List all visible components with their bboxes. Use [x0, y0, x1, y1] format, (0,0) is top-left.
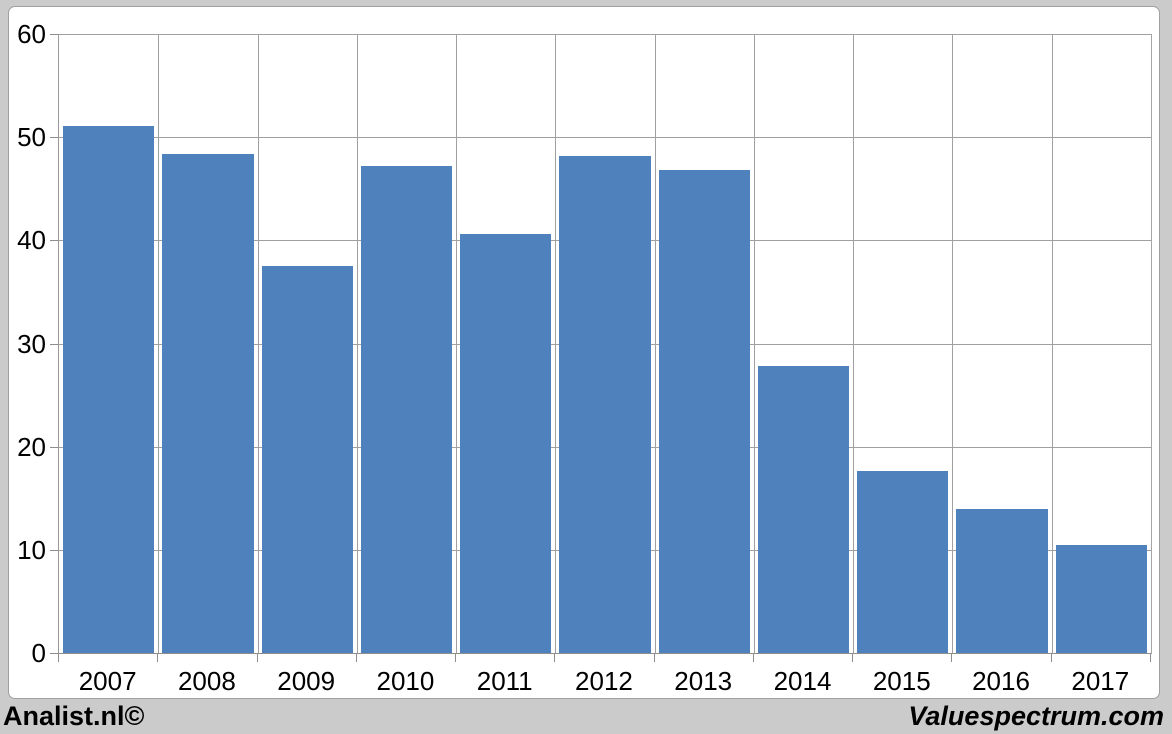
category-2008 — [158, 34, 257, 653]
x-tick-1 — [157, 654, 159, 662]
x-tick-label-2009: 2009 — [277, 666, 336, 696]
bar-2008 — [162, 153, 254, 653]
gridline-y-60 — [59, 34, 1151, 35]
category-2014 — [754, 34, 853, 653]
x-tick-label-2011: 2011 — [476, 666, 533, 696]
bar-series — [59, 34, 1151, 653]
category-2011 — [456, 34, 555, 653]
gridline-x-4 — [456, 34, 458, 653]
y-tick-20 — [50, 446, 58, 448]
y-tick-40 — [50, 240, 58, 242]
gridline-x-8 — [853, 34, 855, 653]
bar-2017 — [1055, 544, 1147, 653]
bar-2015 — [857, 471, 949, 653]
x-tick-10 — [1050, 654, 1052, 662]
watermark-bar: Analist.nl© Valuespectrum.com — [0, 700, 1172, 734]
bar-2014 — [757, 366, 850, 653]
category-2007 — [59, 34, 158, 653]
y-tick-0 — [50, 653, 58, 654]
gridline-x-9 — [952, 34, 954, 653]
x-tick-0 — [58, 654, 59, 662]
y-tick-50 — [50, 137, 58, 139]
category-2013 — [655, 34, 754, 653]
x-tick-2 — [256, 654, 258, 662]
gridline-x-2 — [257, 34, 259, 653]
bar-2011 — [460, 234, 552, 653]
analist-watermark: Analist.nl© — [3, 700, 145, 731]
gridline-y-50 — [59, 137, 1151, 139]
x-tick-label-2007: 2007 — [78, 666, 137, 696]
bar-2009 — [261, 266, 353, 653]
bar-2007 — [62, 125, 155, 653]
y-tick-label-10: 10 — [17, 534, 46, 565]
y-tick-label-0: 0 — [31, 638, 46, 668]
chart-frame: 0 10 20 30 40 50 60 2007 2008 2009 2010 2011 2012 20… — [8, 6, 1160, 699]
category-2009 — [258, 34, 357, 653]
gridline-x-10 — [1051, 34, 1053, 653]
category-2016 — [952, 34, 1051, 653]
gridline-x-5 — [555, 34, 557, 653]
y-tick-label-50: 50 — [17, 122, 46, 153]
x-tick-label-2010: 2010 — [376, 666, 435, 696]
x-tick-3 — [355, 654, 357, 662]
y-tick-label-40: 40 — [17, 225, 46, 256]
gridline-x-7 — [753, 34, 755, 653]
y-tick-label-20: 20 — [17, 431, 46, 462]
x-tick-7 — [752, 654, 754, 662]
gridline-x-6 — [654, 34, 656, 653]
x-axis-labels: 2007 2008 2009 2010 2011 2012 2013 2014 2015 2016… — [58, 666, 1150, 696]
x-tick-label-2015: 2015 — [872, 666, 931, 696]
bar-2012 — [559, 155, 651, 653]
bar-2010 — [360, 166, 453, 653]
x-tick-5 — [554, 654, 556, 662]
x-tick-label-2014: 2014 — [773, 666, 832, 696]
y-tick-60 — [50, 34, 58, 35]
x-tick-label-2008: 2008 — [177, 666, 236, 696]
category-2015 — [853, 34, 952, 653]
x-tick-4 — [455, 654, 457, 662]
x-tick-8 — [852, 654, 854, 662]
y-tick-label-60: 60 — [17, 19, 46, 49]
x-tick-label-2012: 2012 — [575, 666, 633, 696]
x-tick-label-2016: 2016 — [972, 666, 1030, 696]
bar-2013 — [658, 170, 750, 653]
y-tick-10 — [50, 549, 58, 551]
y-tick-30 — [50, 343, 58, 345]
gridline-x-3 — [356, 34, 358, 653]
x-tick-11 — [1150, 654, 1151, 662]
x-tick-9 — [951, 654, 953, 662]
category-2012 — [555, 34, 654, 653]
x-tick-label-2013: 2013 — [674, 666, 733, 696]
gridline-x-1 — [158, 34, 160, 653]
bar-2016 — [956, 508, 1048, 653]
category-2017 — [1052, 34, 1151, 653]
category-2010 — [357, 34, 456, 653]
y-tick-label-30: 30 — [17, 328, 46, 359]
valuespectrum-watermark: Valuespectrum.com — [908, 700, 1164, 731]
x-tick-6 — [653, 654, 655, 662]
plot-area — [58, 34, 1152, 654]
x-tick-label-2017: 2017 — [1071, 666, 1130, 696]
